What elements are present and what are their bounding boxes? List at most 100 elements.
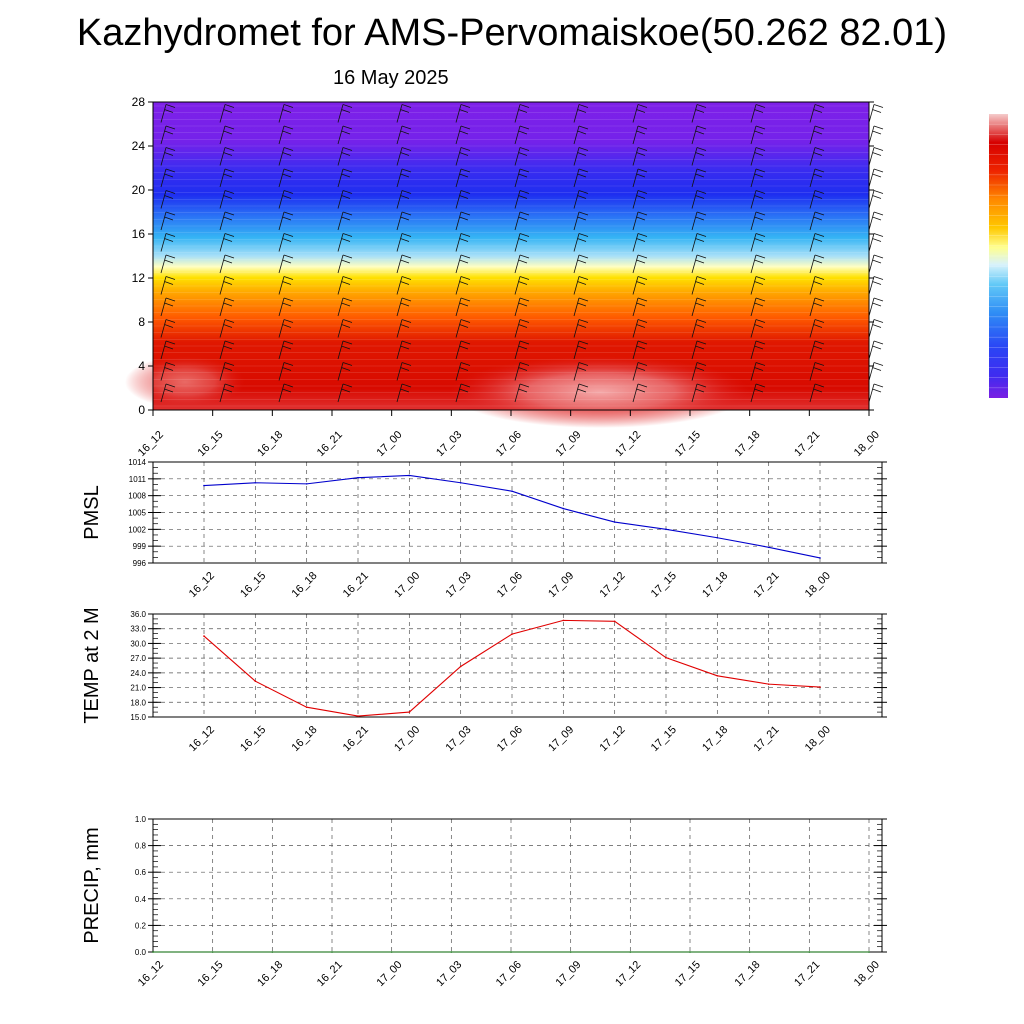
x-tick-label: 18_00 [803, 570, 833, 600]
x-tick-label: 17_09 [546, 570, 576, 600]
x-tick-label: 17_00 [374, 429, 404, 459]
wind-barb [868, 211, 884, 231]
wind-barb [278, 276, 294, 295]
wind-barb [160, 362, 176, 381]
data-point [459, 665, 462, 668]
x-tick-label: 16_21 [341, 570, 371, 600]
data-point [511, 633, 513, 635]
wind-barb [750, 125, 766, 145]
data-point [716, 536, 719, 539]
x-tick-label: 17_15 [673, 959, 703, 989]
wind-barb [868, 104, 884, 123]
x-tick-label: 17_21 [792, 429, 822, 459]
wind-barb [455, 168, 471, 188]
wind-barb [809, 233, 825, 252]
wind-barb [868, 276, 884, 295]
data-point [613, 620, 616, 623]
data-point [211, 951, 214, 953]
data-point [357, 476, 359, 479]
wind-barb [750, 147, 766, 166]
x-tick-label: 16_12 [187, 570, 217, 600]
y-axis-label: PMSL [81, 485, 103, 539]
y-tick-label: 1005 [128, 509, 146, 518]
wind-barb [632, 254, 648, 274]
x-tick-label: 17_06 [494, 429, 524, 459]
data-point [868, 951, 870, 953]
wind-barb [337, 319, 353, 338]
wind-barb [809, 104, 825, 123]
wind-barb [691, 211, 707, 231]
wind-barb [868, 190, 884, 209]
data-point [254, 680, 257, 682]
wind-barb [632, 125, 648, 145]
wind-barb [573, 362, 589, 381]
wind-barb [691, 297, 707, 317]
wind-barb [337, 254, 353, 274]
wind-barb [160, 340, 176, 360]
wind-barb [632, 297, 648, 317]
wind-barb [632, 233, 648, 252]
wind-barb [573, 168, 589, 188]
x-tick-label: 17_21 [751, 570, 781, 600]
x-tick-label: 17_12 [597, 570, 627, 600]
wind-barb [455, 125, 471, 145]
wind-barb [455, 276, 471, 295]
data-point [510, 951, 512, 953]
wind-barb [396, 362, 412, 381]
x-tick-label: 16_21 [315, 959, 345, 989]
data-point [613, 521, 616, 523]
x-tick-label: 17_00 [392, 570, 422, 600]
x-tick-label: 17_03 [443, 570, 473, 600]
wind-barb [809, 190, 825, 209]
wind-barb [868, 362, 884, 381]
wind-barb [691, 276, 707, 295]
wind-barb [278, 190, 294, 209]
wind-barb [455, 147, 471, 166]
wind-barb [750, 168, 766, 188]
wind-barb [573, 233, 589, 252]
y-tick-label: 15.0 [130, 713, 146, 722]
data-point [271, 951, 274, 953]
wind-barb [632, 383, 648, 403]
x-tick-label: 16_15 [195, 959, 225, 989]
wind-barb [868, 147, 884, 166]
wind-barb [337, 276, 353, 295]
wind-barb [632, 168, 648, 188]
x-tick-label: 17_18 [700, 724, 730, 754]
y-tick-label: 36.0 [130, 610, 146, 619]
wind-barb [455, 211, 471, 231]
y-tick-label: 0.8 [135, 842, 147, 851]
wind-barb [632, 147, 648, 166]
wind-barb [809, 297, 825, 317]
wind-barb [160, 104, 176, 123]
wind-barb [455, 297, 471, 317]
x-tick-label: 17_21 [792, 959, 822, 989]
wind-barb [691, 254, 707, 274]
wind-barb [514, 233, 530, 252]
wind-barb [691, 233, 707, 252]
temp-panel: 15.0 18.0 21.0 24.0 27.0 30.0 33.0 36.0 16_12 16_… [81, 607, 887, 754]
wind-barb [868, 233, 884, 252]
wind-barb [750, 319, 766, 338]
y-tick-label: 1014 [128, 458, 146, 467]
wind-barb [632, 362, 648, 381]
wind-barb [337, 383, 353, 403]
cross-section-panel: 0 4 8 12 16 20 24 28 16_12 16_15 16_18 16_21 17_00 17… [125, 95, 884, 459]
y-tick-label: 999 [133, 542, 147, 551]
wind-barb [868, 168, 884, 188]
wind-barb [219, 254, 235, 274]
wind-barb [455, 319, 471, 338]
wind-barb [278, 340, 294, 360]
y-tick-label: 21.0 [130, 684, 146, 693]
x-tick-label: 17_15 [649, 570, 679, 600]
x-tick-label: 17_03 [434, 429, 464, 459]
wind-barb [809, 168, 825, 188]
x-tick-label: 16_18 [255, 429, 285, 459]
wind-barb [514, 254, 530, 274]
wind-barb [691, 147, 707, 166]
wind-barb [809, 340, 825, 360]
wind-barb [514, 147, 530, 166]
wind-barb [455, 190, 471, 209]
y-tick-label: 33.0 [130, 625, 146, 634]
wind-barb [455, 254, 471, 274]
